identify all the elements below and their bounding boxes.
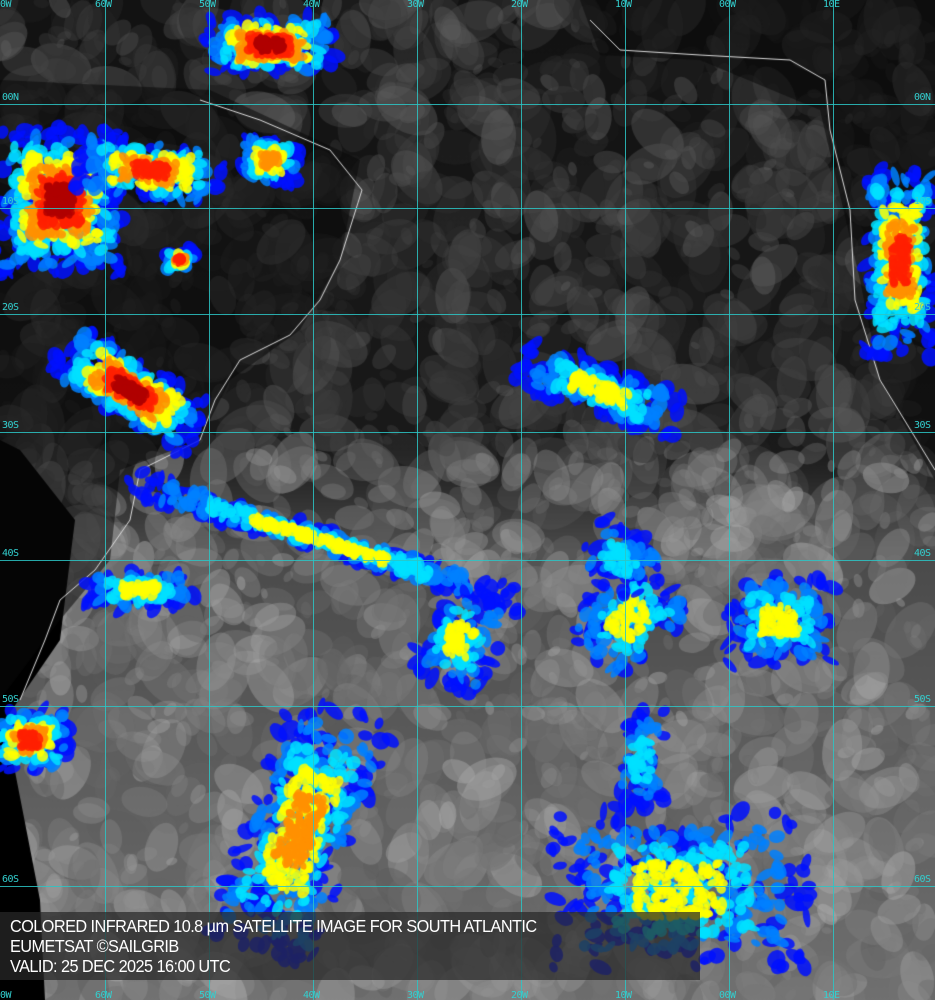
caption-source: EUMETSAT ©SAILGRIB <box>10 936 179 956</box>
longitude-label: 00W <box>719 990 736 1000</box>
longitude-label: 40W <box>303 990 320 1000</box>
longitude-label: 00W <box>719 0 736 10</box>
longitude-label: 10E <box>823 0 840 10</box>
latitude-label: 10S <box>914 196 931 207</box>
longitude-label: 0W <box>0 990 12 1000</box>
latitude-label: 10S <box>2 196 19 207</box>
meridian-line <box>209 0 210 1000</box>
longitude-label: 50W <box>199 990 216 1000</box>
meridian-line <box>625 0 626 1000</box>
longitude-label: 10W <box>615 0 632 10</box>
meridian-line <box>313 0 314 1000</box>
parallel-line <box>0 104 935 105</box>
latitude-label: 60S <box>914 874 931 885</box>
longitude-label: 30W <box>407 990 424 1000</box>
parallel-line <box>0 432 935 433</box>
meridian-line <box>105 0 106 1000</box>
longitude-label: 0W <box>0 0 12 10</box>
caption-valid-time: VALID: 25 DEC 2025 16:00 UTC <box>10 956 231 976</box>
longitude-label: 20W <box>511 0 528 10</box>
longitude-label: 10W <box>615 990 632 1000</box>
caption-box: COLORED INFRARED 10.8 µm SATELLITE IMAGE… <box>0 912 700 980</box>
longitude-label: 40W <box>303 0 320 10</box>
meridian-line <box>521 0 522 1000</box>
latitude-label: 30S <box>2 420 19 431</box>
longitude-label: 20W <box>511 990 528 1000</box>
parallel-line <box>0 560 935 561</box>
parallel-line <box>0 706 935 707</box>
longitude-label: 60W <box>95 0 112 10</box>
latitude-label: 60S <box>2 874 19 885</box>
latitude-label: 00N <box>914 92 931 103</box>
latitude-label: 50S <box>2 694 19 705</box>
latitude-label: 00N <box>2 92 19 103</box>
meridian-line <box>729 0 730 1000</box>
parallel-line <box>0 314 935 315</box>
latitude-label: 30S <box>914 420 931 431</box>
latitude-label: 40S <box>914 548 931 559</box>
parallel-line <box>0 886 935 887</box>
latitude-label: 50S <box>914 694 931 705</box>
longitude-label: 60W <box>95 990 112 1000</box>
longitude-label: 30W <box>407 0 424 10</box>
meridian-line <box>833 0 834 1000</box>
latitude-label: 40S <box>2 548 19 559</box>
longitude-label: 10E <box>823 990 840 1000</box>
longitude-label: 50W <box>199 0 216 10</box>
parallel-line <box>0 208 935 209</box>
caption-title: COLORED INFRARED 10.8 µm SATELLITE IMAGE… <box>10 916 537 936</box>
meridian-line <box>417 0 418 1000</box>
latitude-label: 20S <box>2 302 19 313</box>
latitude-label: 20S <box>914 302 931 313</box>
